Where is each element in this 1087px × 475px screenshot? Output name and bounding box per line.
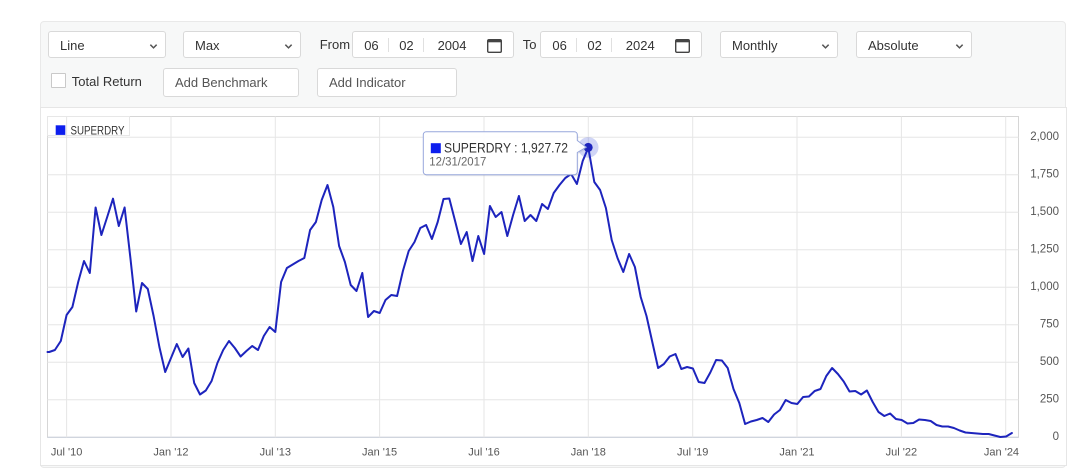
svg-text:Jul '10: Jul '10 bbox=[51, 447, 82, 459]
svg-text:Jul '16: Jul '16 bbox=[468, 447, 499, 459]
svg-text:250: 250 bbox=[1040, 393, 1059, 405]
svg-text:1,750: 1,750 bbox=[1030, 168, 1059, 180]
svg-text:SUPERDRY : 1,927.72: SUPERDRY : 1,927.72 bbox=[444, 140, 568, 156]
svg-text:Jan '15: Jan '15 bbox=[362, 447, 397, 459]
svg-text:Jul '13: Jul '13 bbox=[260, 447, 291, 459]
svg-text:1,500: 1,500 bbox=[1030, 206, 1059, 218]
svg-text:Jan '18: Jan '18 bbox=[571, 447, 606, 459]
svg-text:Jul '22: Jul '22 bbox=[886, 447, 917, 459]
svg-text:SUPERDRY: SUPERDRY bbox=[71, 126, 125, 138]
svg-text:Jan '24: Jan '24 bbox=[984, 447, 1019, 459]
svg-text:12/31/2017: 12/31/2017 bbox=[429, 155, 486, 169]
svg-text:1,000: 1,000 bbox=[1030, 281, 1059, 293]
svg-text:500: 500 bbox=[1040, 356, 1059, 368]
svg-text:0: 0 bbox=[1053, 431, 1059, 443]
svg-text:Jul '19: Jul '19 bbox=[677, 447, 708, 459]
svg-text:750: 750 bbox=[1040, 318, 1059, 330]
svg-text:1,250: 1,250 bbox=[1030, 243, 1059, 255]
svg-text:Jan '12: Jan '12 bbox=[153, 447, 188, 459]
svg-text:Jan '21: Jan '21 bbox=[779, 447, 814, 459]
svg-text:2,000: 2,000 bbox=[1030, 131, 1059, 143]
